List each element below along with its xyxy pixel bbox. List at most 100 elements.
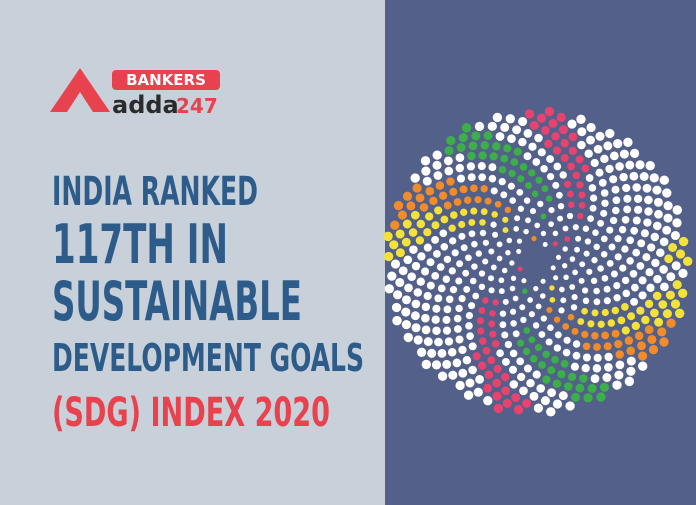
dot	[460, 208, 468, 216]
dot	[606, 259, 614, 267]
dot	[629, 269, 638, 278]
dot	[593, 243, 600, 251]
sunflower-dots	[383, 106, 693, 417]
dot	[621, 303, 629, 311]
dot	[654, 317, 664, 327]
dot	[444, 166, 454, 176]
dot	[623, 205, 632, 214]
dot	[465, 322, 473, 330]
dot	[466, 162, 476, 171]
dot	[562, 323, 570, 330]
dot	[645, 161, 655, 171]
dot	[548, 118, 558, 128]
dot	[480, 208, 488, 216]
dot	[643, 218, 652, 227]
dot	[453, 198, 462, 206]
dot	[542, 241, 548, 248]
dot	[528, 169, 536, 177]
dot	[603, 285, 611, 293]
dot	[431, 271, 440, 280]
dot	[552, 379, 562, 388]
dot	[644, 207, 653, 216]
dot	[597, 320, 605, 328]
dot	[465, 311, 474, 320]
dot	[483, 131, 493, 141]
dot	[462, 269, 470, 277]
dot	[547, 366, 556, 375]
dot	[611, 306, 620, 315]
dot	[664, 254, 673, 264]
dot	[493, 403, 504, 414]
dot	[443, 255, 452, 264]
dot	[421, 359, 432, 370]
dot	[560, 297, 567, 304]
dot	[609, 175, 618, 184]
dot	[534, 133, 543, 143]
dot	[456, 260, 464, 268]
dot	[612, 380, 622, 390]
dot	[403, 255, 413, 265]
dot	[636, 262, 645, 270]
headline-line: SUSTAINABLE	[52, 270, 302, 333]
dot	[626, 236, 634, 245]
dot	[575, 155, 584, 164]
dot	[581, 287, 589, 294]
dot	[602, 373, 612, 382]
dot	[408, 228, 418, 237]
dot	[621, 276, 630, 285]
dot	[411, 261, 421, 271]
dot	[505, 114, 515, 124]
dot	[568, 132, 578, 142]
dot	[527, 297, 533, 303]
dot	[625, 160, 635, 170]
dot	[455, 380, 465, 391]
dot	[592, 229, 599, 236]
dot	[420, 156, 431, 166]
dot	[650, 232, 660, 242]
dot	[659, 175, 670, 185]
dot	[606, 226, 614, 234]
dot	[426, 258, 435, 267]
dot	[567, 162, 575, 171]
dot	[517, 339, 525, 347]
dot	[548, 207, 555, 214]
dot	[601, 308, 609, 317]
dot	[455, 277, 463, 285]
dot	[581, 330, 589, 339]
dot	[436, 263, 445, 271]
dot	[512, 295, 519, 302]
dot	[544, 106, 555, 117]
dot	[448, 224, 456, 232]
dot	[533, 285, 539, 292]
dot	[578, 277, 585, 284]
dot	[658, 300, 668, 309]
headline: INDIA RANKED 117TH IN SUSTAINABLE DEVELO…	[52, 169, 364, 436]
dot	[458, 295, 466, 303]
dot	[488, 163, 497, 172]
dot	[487, 275, 495, 282]
dot	[442, 359, 452, 369]
dot	[572, 340, 581, 348]
dot	[517, 266, 523, 272]
dot	[601, 199, 609, 207]
dot	[649, 173, 659, 183]
dot	[442, 315, 451, 324]
dot	[474, 196, 482, 204]
dot	[496, 349, 504, 358]
dot	[488, 320, 496, 328]
dot	[531, 236, 537, 242]
dot	[431, 360, 442, 370]
dot	[520, 316, 527, 324]
dot	[630, 226, 639, 235]
dot	[600, 209, 608, 217]
dot	[670, 299, 681, 309]
dot	[425, 186, 435, 196]
dot	[614, 253, 622, 261]
dot	[578, 201, 586, 209]
dot	[583, 250, 590, 257]
dot	[406, 201, 416, 211]
dot	[591, 309, 599, 317]
dot	[499, 310, 507, 317]
dot	[552, 181, 560, 189]
